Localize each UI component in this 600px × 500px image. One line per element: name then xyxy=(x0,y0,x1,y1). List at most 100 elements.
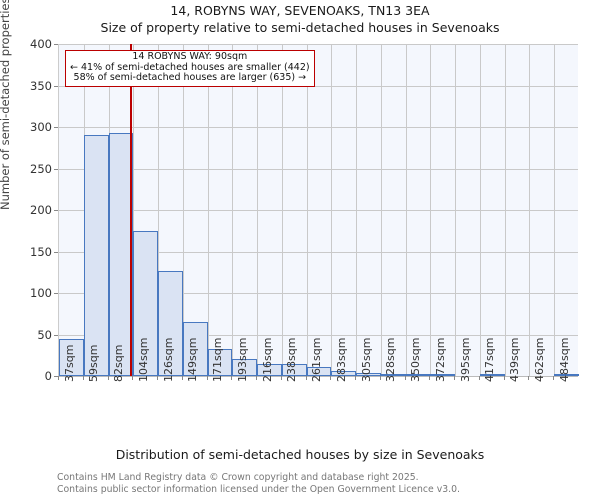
x-tick-label: 59sqm xyxy=(87,344,101,382)
x-tick-label: 462sqm xyxy=(532,337,546,382)
x-gridline xyxy=(232,44,234,376)
footer-line-1: Contains HM Land Registry data © Crown c… xyxy=(57,472,419,483)
histogram-bar xyxy=(281,364,307,376)
x-tick-mark xyxy=(58,376,59,380)
y-tick-mark xyxy=(54,168,58,170)
x-tick-mark xyxy=(503,376,505,380)
y-tick-mark xyxy=(54,293,58,294)
x-tick-mark xyxy=(330,376,332,380)
x-gridline xyxy=(257,44,259,376)
histogram-bar xyxy=(554,374,579,376)
y-tick-label: 250 xyxy=(30,161,52,176)
histogram-bar xyxy=(479,374,505,376)
histogram-bar xyxy=(356,372,381,376)
y-tick-mark xyxy=(54,376,58,377)
histogram-bar xyxy=(158,270,183,376)
y-tick-mark xyxy=(54,251,58,253)
y-gridline xyxy=(59,44,578,45)
x-tick-mark xyxy=(429,376,431,380)
y-tick-mark xyxy=(54,44,58,45)
y-tick-label: 300 xyxy=(30,120,52,134)
x-tick-mark xyxy=(478,376,480,380)
x-tick-label: 171sqm xyxy=(211,337,225,382)
x-tick-label: 149sqm xyxy=(186,337,200,382)
y-gridline xyxy=(59,251,578,253)
x-tick-mark xyxy=(379,376,381,380)
y-tick-mark xyxy=(54,127,58,128)
x-gridline xyxy=(331,44,333,376)
x-tick-label: 350sqm xyxy=(409,337,423,382)
x-gridline xyxy=(356,44,358,376)
x-tick-label: 417sqm xyxy=(483,337,497,382)
attribution-footer: Contains HM Land Registry data © Crown c… xyxy=(57,472,460,495)
y-tick-label: 350 xyxy=(30,78,52,93)
x-gridline xyxy=(430,44,432,376)
x-gridline xyxy=(554,44,556,376)
y-gridline xyxy=(59,334,578,336)
x-tick-label: 372sqm xyxy=(433,337,447,382)
x-gridline xyxy=(207,44,209,376)
histogram-bar xyxy=(207,349,233,376)
x-gridline xyxy=(529,44,531,376)
y-axis-title: Number of semi-detached properties xyxy=(0,0,12,210)
annotation-larger-pct: 58% of semi-detached houses are larger (… xyxy=(73,72,307,84)
x-tick-mark xyxy=(132,376,134,380)
x-axis-title: Distribution of semi-detached houses by … xyxy=(115,447,485,462)
y-gridline xyxy=(59,85,578,87)
x-tick-mark xyxy=(280,376,282,380)
x-tick-mark xyxy=(355,376,357,380)
y-gridline xyxy=(59,210,578,211)
histogram-bar xyxy=(306,366,332,376)
annotation-property-label: 14 ROBYNS WAY: 90sqm xyxy=(132,51,248,62)
x-gridline xyxy=(158,44,160,376)
x-tick-label: 82sqm xyxy=(112,344,126,382)
x-tick-mark xyxy=(305,376,307,380)
x-gridline xyxy=(380,44,382,376)
x-tick-label: 305sqm xyxy=(359,337,373,382)
annotation-smaller-pct: ← 41% of semi-detached houses are smalle… xyxy=(70,61,310,73)
x-gridline xyxy=(133,44,135,376)
y-tick-mark xyxy=(54,85,58,87)
y-gridline xyxy=(59,293,578,294)
x-gridline xyxy=(306,44,308,376)
x-gridline xyxy=(281,44,283,376)
histogram-bar xyxy=(430,374,456,376)
x-tick-label: 395sqm xyxy=(458,337,472,382)
x-tick-mark xyxy=(454,376,456,380)
x-tick-mark xyxy=(256,376,258,380)
y-tick-label: 0 xyxy=(44,369,52,383)
x-tick-label: 328sqm xyxy=(384,337,398,382)
y-tick-label: 100 xyxy=(30,286,52,300)
histogram-bar xyxy=(257,364,282,376)
property-size-marker-line xyxy=(130,44,132,376)
histogram-bar xyxy=(133,230,159,376)
x-tick-mark xyxy=(206,376,208,380)
y-tick-label: 150 xyxy=(30,244,52,259)
y-tick-mark xyxy=(54,334,58,336)
y-gridline xyxy=(59,168,578,170)
x-tick-mark xyxy=(553,376,555,380)
y-tick-label: 400 xyxy=(30,37,52,51)
x-tick-mark xyxy=(107,376,109,380)
chart-title-line1: 14, ROBYNS WAY, SEVENOAKS, TN13 3EA xyxy=(170,3,430,18)
x-tick-label: 238sqm xyxy=(285,337,299,382)
x-tick-label: 283sqm xyxy=(334,337,348,382)
y-tick-mark xyxy=(54,210,58,211)
x-tick-label: 484sqm xyxy=(557,337,571,382)
chart-subtitle-line2: Size of property relative to semi-detach… xyxy=(100,20,500,35)
histogram-bar xyxy=(108,132,134,376)
x-tick-mark xyxy=(181,376,183,380)
y-tick-label: 200 xyxy=(30,203,52,217)
y-gridline xyxy=(59,127,578,128)
x-gridline xyxy=(479,44,481,376)
property-annotation-box: 14 ROBYNS WAY: 90sqm ← 41% of semi-detach… xyxy=(65,50,315,87)
histogram-bar xyxy=(405,374,431,376)
x-tick-label: 37sqm xyxy=(62,344,76,382)
footer-line-2: Contains public sector information licen… xyxy=(57,483,460,495)
x-tick-mark xyxy=(231,376,233,380)
x-axis-spine xyxy=(58,376,578,377)
x-tick-label: 216sqm xyxy=(260,337,274,382)
x-tick-mark xyxy=(157,376,159,380)
histogram-bar xyxy=(59,339,84,376)
x-gridline xyxy=(405,44,407,376)
